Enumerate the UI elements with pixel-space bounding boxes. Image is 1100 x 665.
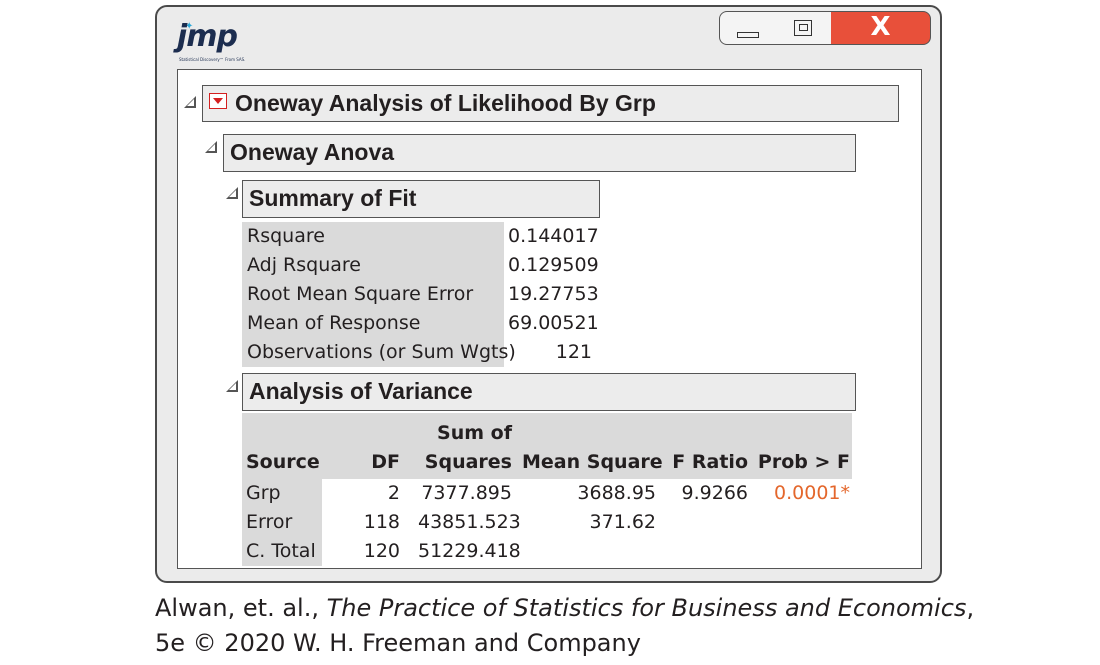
logo-text: jmp xyxy=(177,19,238,54)
caption-comma: , xyxy=(966,594,975,622)
aov-cell-source: Grp xyxy=(246,482,281,504)
report-area: Oneway Analysis of Likelihood By Grp One… xyxy=(177,69,922,569)
aov-cell-df: 2 xyxy=(387,482,400,504)
aov-cell-ms: 3688.95 xyxy=(577,482,656,504)
summary-value: 0.144017 xyxy=(508,225,599,247)
col-header-p: Prob > F xyxy=(757,451,850,473)
disclosure-triangle-aov-icon[interactable] xyxy=(226,380,238,392)
aov-cell-df: 118 xyxy=(363,511,400,533)
summary-value: 69.00521 xyxy=(508,312,599,334)
summary-label: Mean of Response xyxy=(247,312,421,334)
maximize-button[interactable] xyxy=(774,11,832,45)
disclosure-triangle-anova-icon[interactable] xyxy=(205,141,217,153)
summary-of-fit-title: Summary of Fit xyxy=(249,185,417,211)
analysis-of-variance-header[interactable]: Analysis of Variance xyxy=(242,373,856,411)
disclosure-triangle-summary-icon[interactable] xyxy=(226,187,238,199)
summary-of-fit-header[interactable]: Summary of Fit xyxy=(242,180,600,218)
aov-cell-ss: 51229.418 xyxy=(418,540,521,562)
jmp-logo: ✦ jmp Statistical Discovery™ From SAS. xyxy=(177,19,257,69)
col-header-df: DF xyxy=(371,451,400,473)
logo-tagline: Statistical Discovery™ From SAS. xyxy=(179,57,246,62)
col-header-ms: Mean Square xyxy=(522,451,663,473)
caption-book-title: The Practice of Statistics for Business … xyxy=(326,594,967,622)
aov-header-band xyxy=(242,413,852,479)
col-header-f: F Ratio xyxy=(672,451,748,473)
aov-source-band xyxy=(242,479,322,566)
oneway-anova-title: Oneway Anova xyxy=(230,139,395,165)
summary-label: Rsquare xyxy=(247,225,325,247)
minimize-button[interactable] xyxy=(719,11,775,45)
aov-cell-ss: 7377.895 xyxy=(421,482,512,504)
red-triangle-menu-icon[interactable] xyxy=(209,93,227,109)
jmp-window: ✦ jmp Statistical Discovery™ From SAS. X… xyxy=(155,5,942,583)
caption-authors: Alwan, et. al., xyxy=(155,594,327,622)
aov-cell-f: 9.9266 xyxy=(681,482,748,504)
summary-label: Adj Rsquare xyxy=(247,254,361,276)
oneway-analysis-title: Oneway Analysis of Likelihood By Grp xyxy=(235,90,656,116)
aov-cell-source: Error xyxy=(246,511,293,533)
col-header-ss-top: Sum of xyxy=(437,422,512,444)
summary-value: 19.27753 xyxy=(508,283,599,305)
caption-line-2: 5e © 2020 W. H. Freeman and Company xyxy=(155,629,641,657)
aov-cell-source: C. Total xyxy=(246,540,316,562)
maximize-icon xyxy=(794,20,812,36)
aov-cell-df: 120 xyxy=(363,540,400,562)
minimize-icon xyxy=(737,32,759,38)
summary-value: 121 xyxy=(555,341,592,363)
summary-label: Observations (or Sum Wgts) xyxy=(247,341,516,363)
aov-cell-p-significant: 0.0001* xyxy=(774,482,850,504)
logo-star-icon: ✦ xyxy=(185,21,194,32)
summary-value: 0.129509 xyxy=(508,254,599,276)
oneway-analysis-header[interactable]: Oneway Analysis of Likelihood By Grp xyxy=(202,85,899,122)
close-icon: X xyxy=(870,12,891,42)
col-header-ss: Squares xyxy=(424,451,512,473)
col-header-source: Source xyxy=(246,451,320,473)
aov-cell-ms: 371.62 xyxy=(589,511,656,533)
summary-label-column xyxy=(242,222,504,367)
analysis-of-variance-title: Analysis of Variance xyxy=(249,378,473,404)
caption-line-1: Alwan, et. al., The Practice of Statisti… xyxy=(155,594,974,622)
aov-cell-ss: 43851.523 xyxy=(418,511,521,533)
disclosure-triangle-main-icon[interactable] xyxy=(184,96,196,108)
close-button[interactable]: X xyxy=(831,11,931,45)
oneway-anova-header[interactable]: Oneway Anova xyxy=(223,134,856,172)
summary-label: Root Mean Square Error xyxy=(247,283,474,305)
